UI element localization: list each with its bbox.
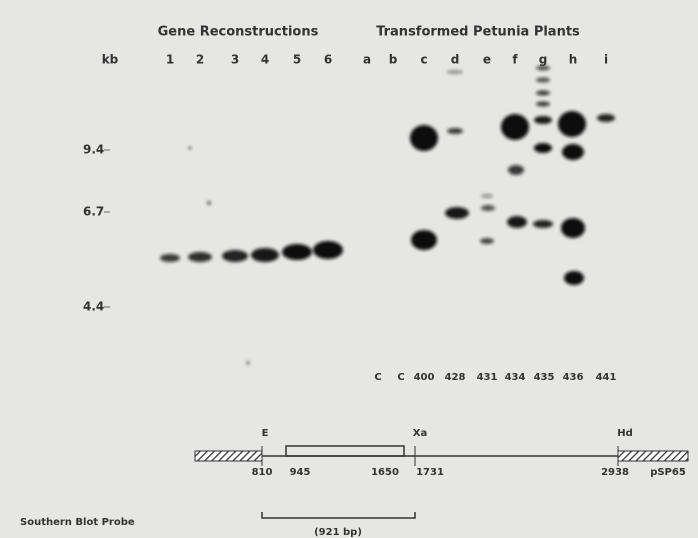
band [251, 248, 279, 262]
band [282, 244, 312, 260]
map-position: 1731 [416, 467, 444, 478]
band [533, 220, 553, 228]
band [188, 252, 212, 262]
plant-id: 441 [596, 372, 617, 383]
band [534, 116, 552, 124]
lane-label: 4 [261, 53, 269, 67]
band [536, 77, 550, 83]
probe-label: Southern Blot Probe [20, 517, 135, 528]
lane-label: b [389, 53, 398, 67]
band [564, 271, 584, 285]
map-position: 2938 [601, 467, 629, 478]
site-label: E [262, 428, 269, 439]
band [246, 361, 250, 365]
band [534, 143, 552, 153]
band [410, 125, 438, 151]
plant-id: 435 [534, 372, 555, 383]
map-position: 945 [290, 467, 311, 478]
lane-label: h [569, 53, 578, 67]
band [222, 250, 248, 262]
vector-segment [617, 450, 689, 462]
coding-box [285, 445, 405, 457]
band [481, 194, 493, 198]
band [188, 146, 192, 150]
lane-label: a [363, 53, 371, 67]
map-position: 1650 [371, 467, 399, 478]
band [536, 101, 550, 107]
band [501, 114, 529, 140]
lane-label: 5 [293, 53, 301, 67]
map-position: 810 [252, 467, 273, 478]
band [558, 111, 586, 137]
band [411, 230, 437, 250]
header-left: Gene Reconstructions [158, 25, 319, 40]
band [447, 128, 463, 134]
lane-label: i [604, 53, 608, 67]
band [207, 201, 211, 205]
plant-id: 436 [563, 372, 584, 383]
lane-label: c [420, 53, 427, 67]
band [160, 254, 180, 262]
band [507, 216, 527, 228]
band [562, 144, 584, 160]
vector-segment [194, 450, 263, 462]
lane-label: 3 [231, 53, 239, 67]
band [508, 165, 524, 175]
size-marker: 6.7 [83, 205, 104, 219]
band [480, 238, 494, 244]
site-label: Xa [413, 428, 427, 439]
plant-id: 431 [477, 372, 498, 383]
plant-id: C [397, 372, 404, 383]
plant-id: C [374, 372, 381, 383]
kb-label: kb [102, 53, 119, 67]
band [536, 65, 550, 71]
plant-id: 434 [505, 372, 526, 383]
size-marker: 4.4 [83, 300, 104, 314]
band [597, 114, 615, 122]
plant-id: 400 [414, 372, 435, 383]
size-marker: 9.4 [83, 143, 104, 157]
lane-label: 1 [166, 53, 174, 67]
band [536, 90, 550, 96]
band [313, 241, 343, 259]
lane-label: f [512, 53, 518, 67]
plant-id: 428 [445, 372, 466, 383]
header-right: Transformed Petunia Plants [376, 25, 580, 40]
band [447, 70, 463, 74]
band [561, 218, 585, 238]
lane-label: 6 [324, 53, 332, 67]
lane-label: e [483, 53, 491, 67]
lane-label: g [539, 53, 548, 67]
lane-label: d [451, 53, 460, 67]
probe-size: (921 bp) [314, 527, 362, 538]
site-label: Hd [617, 428, 633, 439]
probe-bracket [261, 512, 416, 519]
lane-label: 2 [196, 53, 204, 67]
vector-label: pSP65 [650, 467, 686, 478]
band [481, 205, 495, 211]
blot-bands [160, 65, 615, 365]
band [445, 207, 469, 219]
